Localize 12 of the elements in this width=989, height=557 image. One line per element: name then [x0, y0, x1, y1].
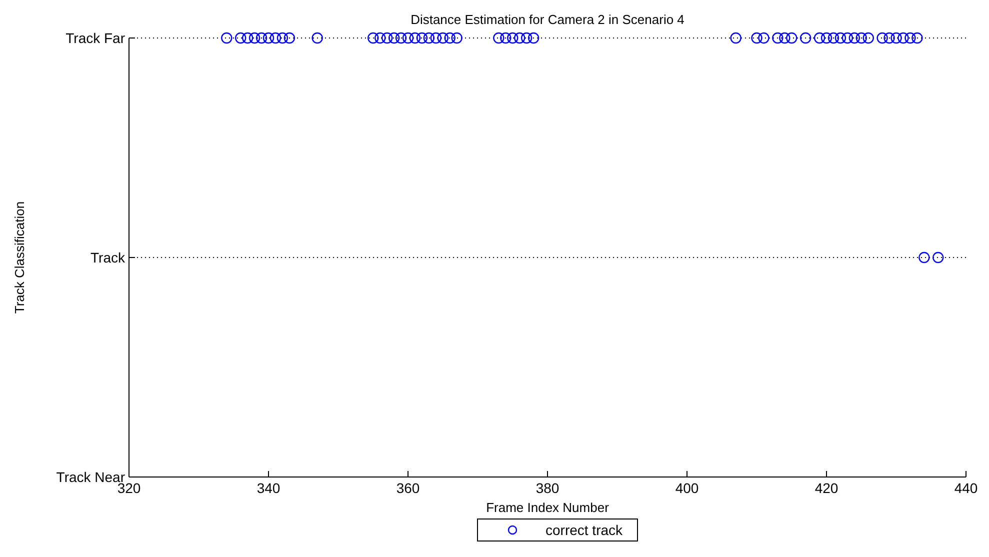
- y-axis-title: Track Classification: [12, 201, 27, 314]
- x-tick-label: 360: [396, 480, 420, 496]
- x-tick-label: 440: [954, 480, 978, 496]
- x-tick-label: 340: [256, 480, 280, 496]
- y-tick-label: Track: [90, 250, 126, 266]
- x-tick-label: 400: [675, 480, 699, 496]
- chart-title: Distance Estimation for Camera 2 in Scenario 4: [410, 12, 684, 27]
- x-tick-label: 380: [536, 480, 560, 496]
- y-tick-label: Track Far: [66, 30, 126, 46]
- x-axis-title: Frame Index Number: [486, 500, 610, 515]
- legend-label: correct track: [546, 522, 624, 538]
- x-tick-label: 420: [814, 480, 838, 496]
